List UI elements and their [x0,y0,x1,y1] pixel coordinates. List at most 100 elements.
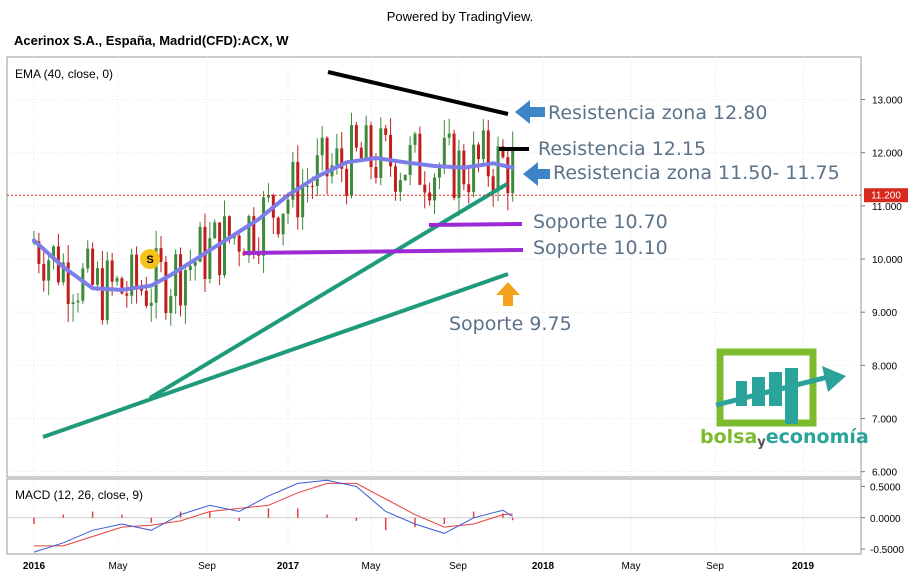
time-tick-label: Sep [449,561,467,572]
candle-body [223,216,226,276]
candle-body [501,146,505,158]
macd-line [33,479,513,553]
candle-body [286,199,290,214]
candle-body [188,265,192,271]
time-tick-label: Sep [198,561,216,572]
candle-body [340,148,344,169]
candle-body [144,290,148,306]
candle-body [183,270,187,306]
last-price-value: 11.200 [871,191,901,202]
candle-body [135,254,139,289]
candle-body [91,248,95,285]
candle-body [403,174,407,181]
candle-body [491,176,495,192]
candle-body [213,222,217,239]
candle-body [364,125,368,159]
ema-indicator-label: EMA (40, close, 0) [15,67,113,81]
candle-body [481,130,485,160]
candlestick-series [32,112,515,326]
candle-body [301,186,305,218]
candle-body [310,185,314,187]
symbol-title: Acerinox S.A., España, Madrid(CFD):ACX, … [14,33,289,48]
candle-body [398,180,402,192]
candle-body [281,213,285,235]
candle-body [169,296,173,314]
candle-body [477,144,480,160]
price-axis: 13.000 12.000 11.000 10.000 9.000 8.000 7.000 6… [861,96,903,479]
candle-body [389,134,393,167]
candle-body [66,262,70,305]
price-tick-label: 7.000 [872,415,897,426]
annotation-soporte-10-10: Soporte 10.10 [533,237,668,259]
candle-body [384,128,388,135]
annotation-soporte-10-70: Soporte 10.70 [533,211,668,233]
logo-text-economia: economía [766,426,869,448]
price-tick-label: 6.000 [872,468,897,479]
price-tick-label: 9.000 [872,308,897,319]
macd-axis: 0.5000 0.0000 -0.5000 [861,483,904,556]
annotation-arrow-up-9-75 [496,282,520,306]
macd-tick-label: -0.5000 [870,545,904,556]
candle-body [125,293,129,296]
candle-body [193,261,197,266]
candle-body [345,168,349,196]
annotation-soporte-9-75: Soporte 9.75 [449,313,572,335]
candle-body [139,288,143,291]
price-tick-label: 12.000 [872,149,903,160]
candle-body [433,177,437,201]
candle-body [37,241,41,264]
candle-body [335,148,339,166]
candle-body [262,197,266,256]
candle-body [198,226,202,262]
candle-body [306,185,310,187]
candle-body [457,150,461,198]
candle-body [96,268,99,285]
candle-body [86,248,90,269]
time-tick-label: Sep [706,561,724,572]
annotation-arrow-11-75 [523,162,550,186]
logo-text-y: y [757,435,766,450]
candle-body [359,147,363,159]
candle-body [266,195,270,198]
annotation-resistencia-12-15: Resistencia 12.15 [538,138,706,160]
time-tick-label: May [622,561,641,572]
macd-tick-label: 0.0000 [870,514,901,525]
candle-body [467,184,471,193]
support-line-10-70 [428,222,523,227]
time-tick-label: 2017 [277,561,300,572]
main-pane-frame [6,56,862,478]
candle-body [71,302,75,305]
annotation-resistencia-12-80: Resistencia zona 12.80 [548,102,767,124]
candle-body [218,222,222,276]
candle-body [208,238,212,279]
candle-body [506,157,510,194]
time-tick-label: May [109,561,128,572]
annotation-resistencia-zona-11-50-11-75: Resistencia zona 11.50- 11.75 [553,162,840,184]
candle-body [120,278,124,294]
time-tick-label: 2018 [532,561,555,572]
candle-body [42,263,46,281]
price-tick-label: 13.000 [872,96,903,107]
logo-text-bolsa: bolsa [700,426,757,448]
mid-term-support-trendline [148,182,509,400]
candle-body [164,261,168,314]
last-price-badge: 11.200 [864,188,908,203]
candle-body [437,166,441,178]
candle-body [81,268,85,301]
candle-body [354,125,358,148]
candle-body [115,278,119,282]
candle-body [413,133,417,145]
signal-line [34,482,513,547]
candle-body [511,148,515,194]
candle-body [174,254,178,297]
candle-body [149,302,153,306]
annotation-arrow-12-80 [515,100,545,124]
candle-body [100,268,104,321]
candle-body [159,248,163,262]
resistance-trendline-12-80 [327,70,509,116]
candle-body [374,166,378,178]
candle-body [154,248,158,303]
signal-marker[interactable]: S [140,249,160,269]
candle-body [237,235,241,252]
